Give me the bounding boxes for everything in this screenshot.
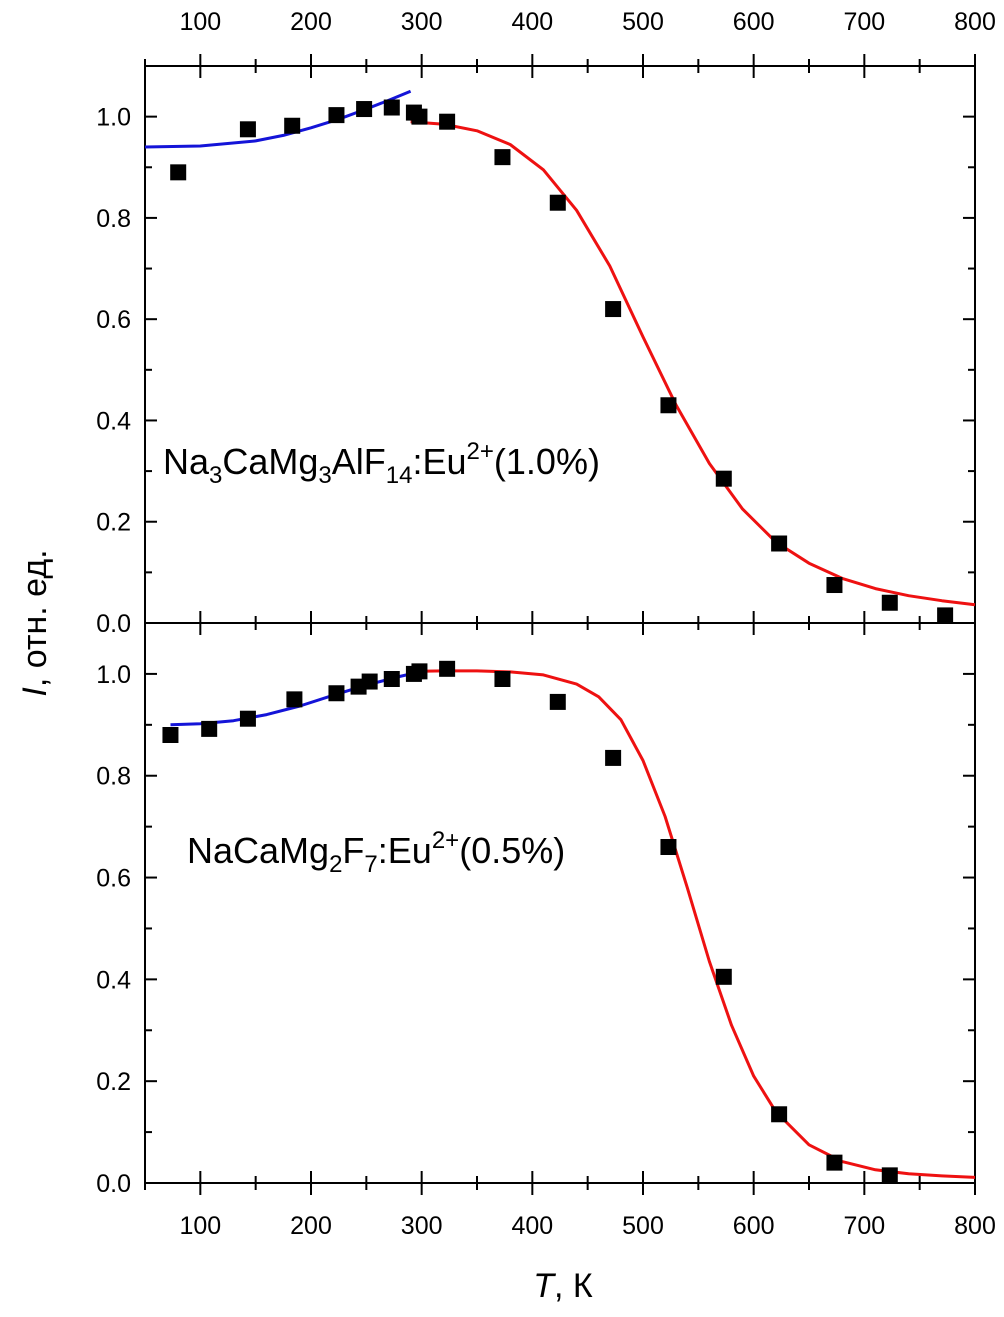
top-sample-tail: (1.0%) (494, 441, 600, 482)
bottom-data-point (826, 1154, 843, 1171)
y-axis-title-italic: I (16, 687, 54, 697)
top-data-point (411, 108, 428, 125)
bottom-data-point (881, 1167, 898, 1184)
bottom-sample-tail: (0.5%) (459, 830, 565, 871)
top-data-point (494, 149, 511, 166)
bottom-sample-sub1: 2 (329, 851, 342, 878)
bottom-x-tick-label: 200 (290, 1212, 332, 1240)
top-data-point (937, 607, 954, 624)
x-axis-title-rest: , К (554, 1267, 593, 1305)
top-x-tick-label: 500 (622, 8, 664, 36)
bottom-data-point (162, 727, 179, 743)
bottom-data-point (549, 693, 566, 710)
top-x-tick-label: 300 (401, 8, 443, 36)
top-data-point (826, 577, 843, 594)
top-x-tick-label: 600 (733, 8, 775, 36)
top-data-point (660, 397, 677, 414)
top-y-tick-label: 0.2 (96, 509, 131, 537)
y-axis-title-rest: , отн. ед. (16, 549, 54, 687)
bottom-sample-mid2: :Eu (378, 830, 432, 871)
top-data-point (605, 301, 622, 318)
top-sample-sup: 2+ (467, 438, 494, 465)
bottom-data-point (239, 710, 256, 727)
bottom-sample-mid1: F (342, 830, 364, 871)
top-sample-label: Na3CaMg3AlF14:Eu2+(1.0%) (163, 438, 600, 489)
ticks-layer (144, 54, 976, 1195)
top-data-point (549, 194, 566, 211)
bottom-sample-base: NaCaMg (187, 830, 329, 871)
top-y-tick-label: 0.8 (96, 205, 131, 233)
bottom-data-point (361, 673, 378, 690)
bottom-y-tick-label: 0.8 (96, 763, 131, 791)
bottom-y-tick-label: 0.0 (96, 1170, 131, 1198)
top-data-point (439, 113, 456, 130)
bottom-panel-frame (144, 622, 976, 1184)
top-x-tick-label: 700 (843, 8, 885, 36)
bottom-x-tick-label: 600 (733, 1212, 775, 1240)
top-data-point (383, 99, 400, 116)
bottom-sample-label: NaCaMg2F7:Eu2+(0.5%) (187, 827, 565, 878)
top-sample-sub2: 3 (318, 462, 331, 489)
bottom-sample-sup: 2+ (432, 827, 459, 854)
data-points-layer (162, 99, 954, 1184)
bottom-x-tick-label: 700 (843, 1212, 885, 1240)
bottom-data-point (660, 839, 677, 855)
bottom-y-tick-label: 0.6 (96, 865, 131, 893)
top-sample-base: Na (163, 441, 210, 482)
top-sample-sub3: 14 (386, 462, 413, 489)
top-x-tick-label: 100 (179, 8, 221, 36)
top-y-tick-label: 0.4 (96, 407, 131, 435)
top-red-fit-line (410, 120, 976, 607)
bottom-data-point (383, 671, 400, 687)
top-sample-mid1: CaMg (222, 441, 318, 482)
bottom-x-tick-label: 800 (954, 1212, 996, 1240)
fit-lines-layer (144, 89, 976, 1179)
bottom-data-point (771, 1106, 788, 1123)
bottom-x-tick-label: 400 (511, 1212, 553, 1240)
top-data-point (356, 101, 373, 118)
bottom-data-point (439, 660, 456, 677)
x-axis-title: T, К (533, 1267, 593, 1305)
top-sample-mid2: AlF (332, 441, 386, 482)
top-data-point (239, 121, 256, 138)
top-x-tick-label: 200 (290, 8, 332, 36)
bottom-data-point (201, 720, 218, 737)
bottom-red-fit-line (410, 669, 976, 1179)
top-x-tick-label: 400 (511, 8, 553, 36)
tick-labels-layer: 0.0 0.2 0.4 0.6 0.8 1.0 100 200 300 400 500 600 700 8… (96, 8, 996, 1240)
bottom-data-point (605, 749, 622, 766)
bottom-x-tick-label: 100 (179, 1212, 221, 1240)
top-data-point (328, 107, 345, 124)
bottom-y-tick-label: 0.2 (96, 1068, 131, 1096)
top-sample-sub1: 3 (209, 462, 222, 489)
top-data-point (881, 594, 898, 611)
bottom-data-point (494, 671, 511, 687)
bottom-sample-sub2: 7 (364, 851, 377, 878)
top-data-point (771, 535, 788, 552)
top-data-point (284, 117, 301, 134)
top-panel-frame (144, 65, 976, 624)
top-sample-mid3: :Eu (412, 441, 466, 482)
bottom-x-tick-label: 300 (401, 1212, 443, 1240)
bottom-x-tick-label: 500 (622, 1212, 664, 1240)
bottom-y-tick-label: 1.0 (96, 661, 131, 689)
top-y-tick-label: 0.0 (96, 610, 131, 638)
y-axis-title: I, отн. ед. (16, 549, 54, 696)
top-blue-fit-line (144, 89, 412, 149)
bottom-data-point (715, 968, 732, 985)
top-y-tick-label: 1.0 (96, 104, 131, 132)
top-data-point (715, 470, 732, 487)
bottom-y-tick-label: 0.4 (96, 966, 131, 994)
bottom-data-point (411, 663, 428, 680)
bottom-data-point (328, 685, 345, 702)
x-axis-title-italic: T (533, 1267, 556, 1305)
bottom-data-point (286, 691, 303, 708)
top-x-tick-label: 800 (954, 8, 996, 36)
top-y-tick-label: 0.6 (96, 306, 131, 334)
top-data-point (170, 164, 187, 181)
